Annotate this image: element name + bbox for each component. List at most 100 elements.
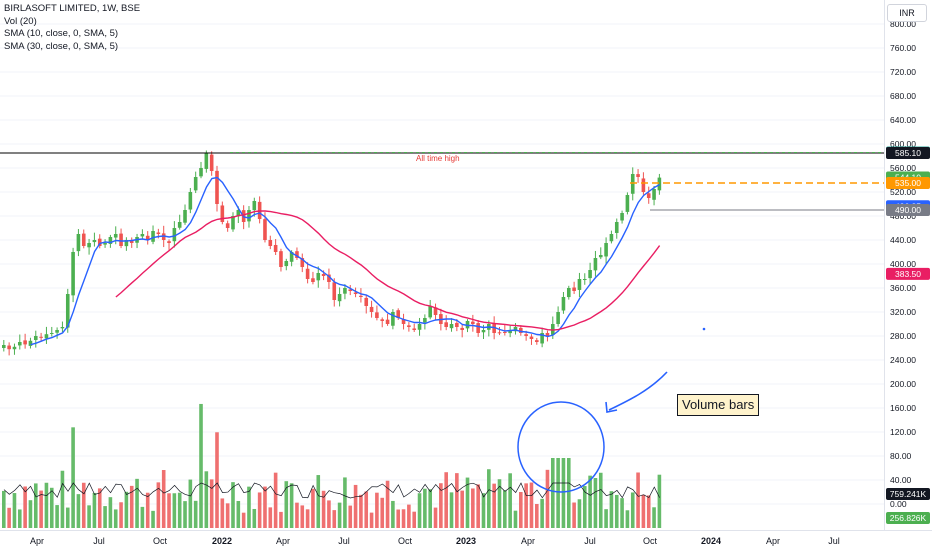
stray-point bbox=[702, 327, 706, 331]
volume-bar bbox=[44, 482, 49, 528]
volume-bar bbox=[231, 482, 235, 528]
candle-body bbox=[215, 170, 219, 204]
candle-body bbox=[540, 333, 544, 344]
candle-body bbox=[263, 219, 267, 240]
candle-body bbox=[476, 323, 480, 333]
legend-title: BIRLASOFT LIMITED, 1W, BSE bbox=[4, 3, 141, 14]
volume-bar bbox=[295, 502, 299, 528]
price-tick-label: 240.00 bbox=[890, 355, 916, 365]
volume-bar bbox=[465, 477, 470, 528]
price-axis[interactable] bbox=[884, 0, 932, 530]
volume-bar bbox=[113, 509, 118, 528]
volume-bar bbox=[247, 486, 251, 528]
candle-body bbox=[204, 153, 209, 169]
candle-body bbox=[12, 346, 17, 350]
legend-sma-10: SMA (10, close, 0, SMA, 5) bbox=[4, 28, 119, 39]
candle-body bbox=[332, 282, 337, 300]
candle-body bbox=[108, 237, 113, 244]
candle-body bbox=[311, 278, 315, 282]
candle-body bbox=[577, 279, 582, 290]
volume-bar bbox=[385, 480, 390, 528]
candle-body bbox=[401, 318, 406, 324]
volume-bar bbox=[556, 458, 560, 528]
volume-bar bbox=[140, 506, 145, 528]
volume-bar bbox=[566, 458, 571, 528]
candle-body bbox=[156, 232, 161, 234]
candle-body bbox=[289, 252, 294, 262]
candle-body bbox=[465, 321, 470, 329]
volume-bar bbox=[311, 488, 315, 528]
volume-bar bbox=[620, 498, 624, 528]
candle-body bbox=[630, 174, 635, 194]
price-tick-label: 280.00 bbox=[890, 331, 916, 341]
volume-bar bbox=[17, 509, 22, 528]
volume-bar bbox=[487, 469, 491, 528]
volume-bar bbox=[417, 493, 422, 528]
time-tick-label: Apr bbox=[521, 536, 535, 546]
volume-bar bbox=[135, 478, 139, 528]
candle-body bbox=[199, 168, 203, 177]
volume-bar bbox=[455, 473, 459, 528]
volume-bar bbox=[652, 507, 656, 528]
time-tick-label: Apr bbox=[276, 536, 290, 546]
candle-body bbox=[33, 336, 38, 340]
time-tick-label: Jul bbox=[584, 536, 596, 546]
candle-body bbox=[39, 336, 43, 338]
candle-body bbox=[636, 174, 640, 177]
volume-bar bbox=[161, 470, 166, 528]
candle-body bbox=[572, 287, 576, 291]
volume-bar bbox=[60, 470, 65, 528]
candle-body bbox=[220, 205, 225, 222]
currency-button[interactable]: INR bbox=[887, 4, 927, 22]
candle-body bbox=[97, 238, 102, 246]
volume-bar bbox=[545, 469, 550, 528]
candle-body bbox=[391, 312, 395, 326]
price-tick-label: 680.00 bbox=[890, 91, 916, 101]
volume-bar bbox=[279, 511, 283, 528]
candle-body bbox=[582, 279, 587, 280]
candle-body bbox=[625, 195, 630, 212]
sma-30-line bbox=[115, 210, 661, 331]
time-tick-label: Jul bbox=[828, 536, 840, 546]
candle-body bbox=[252, 201, 257, 211]
volume-bar bbox=[87, 505, 91, 528]
volume-bar bbox=[460, 490, 464, 528]
time-axis[interactable] bbox=[0, 530, 932, 551]
volume-bar bbox=[577, 499, 582, 528]
candle-body bbox=[92, 240, 97, 243]
volume-bar bbox=[289, 483, 294, 528]
price-tick-label: 80.00 bbox=[890, 451, 912, 461]
candle-body bbox=[535, 340, 539, 342]
candle-body bbox=[172, 228, 177, 242]
volume-bar bbox=[7, 507, 11, 528]
volume-bar bbox=[183, 501, 187, 528]
price-label-badge bbox=[886, 267, 930, 280]
price-tick-label: 320.00 bbox=[890, 307, 916, 317]
volume-bar bbox=[529, 482, 534, 528]
volume-bar bbox=[284, 481, 289, 528]
volume-bar bbox=[327, 500, 331, 528]
volume-bar bbox=[646, 495, 651, 528]
volume-bar bbox=[380, 497, 385, 528]
candle-body bbox=[28, 340, 33, 346]
price-label-text: 256.826K bbox=[890, 513, 927, 523]
volume-bar bbox=[156, 482, 161, 528]
candle-body bbox=[545, 332, 550, 336]
time-tick-label: Apr bbox=[30, 536, 44, 546]
volume-bar bbox=[2, 490, 6, 528]
volume-bar bbox=[316, 475, 321, 528]
volume-bar bbox=[407, 504, 411, 528]
candle-body bbox=[151, 231, 155, 242]
candle-body bbox=[428, 306, 432, 318]
volume-bar bbox=[369, 512, 374, 528]
candle-body bbox=[279, 251, 283, 267]
volume-bar bbox=[332, 510, 337, 528]
candle-body bbox=[561, 297, 566, 311]
candle-body bbox=[188, 192, 193, 210]
candle-body bbox=[55, 330, 59, 333]
volume-bar bbox=[375, 492, 379, 528]
volume-bar bbox=[321, 490, 326, 528]
volume-bar bbox=[65, 507, 70, 528]
candle-body bbox=[449, 324, 454, 329]
